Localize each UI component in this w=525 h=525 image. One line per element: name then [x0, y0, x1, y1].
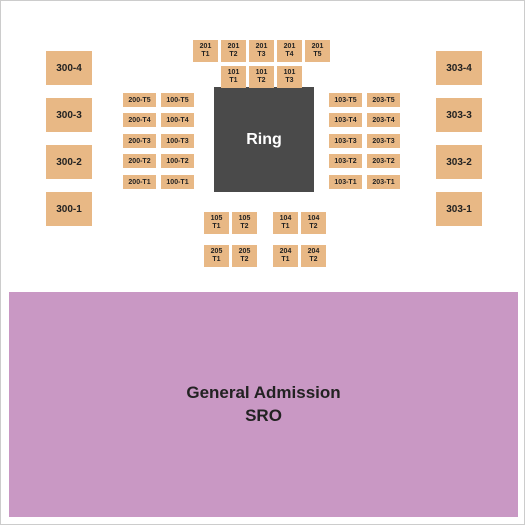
- section-203-T2[interactable]: 203-T2: [367, 154, 400, 168]
- section-101-T1[interactable]: 101T1: [221, 66, 246, 88]
- ga-line1: General Admission: [186, 382, 340, 404]
- ring-section[interactable]: Ring: [214, 87, 314, 192]
- section-104-T2[interactable]: 104T2: [301, 212, 326, 234]
- section-303-1[interactable]: 303-1: [436, 192, 482, 226]
- section-303-3[interactable]: 303-3: [436, 98, 482, 132]
- section-200-T4[interactable]: 200-T4: [123, 113, 156, 127]
- section-203-T4[interactable]: 203-T4: [367, 113, 400, 127]
- section-100-T1[interactable]: 100-T1: [161, 175, 194, 189]
- section-100-T3[interactable]: 100-T3: [161, 134, 194, 148]
- ga-line2: SRO: [245, 405, 282, 427]
- section-204-T1[interactable]: 204T1: [273, 245, 298, 267]
- section-303-2[interactable]: 303-2: [436, 145, 482, 179]
- section-205-T2[interactable]: 205T2: [232, 245, 257, 267]
- section-103-T2[interactable]: 103-T2: [329, 154, 362, 168]
- section-300-4[interactable]: 300-4: [46, 51, 92, 85]
- section-105-T2[interactable]: 105T2: [232, 212, 257, 234]
- section-201-T1[interactable]: 201T1: [193, 40, 218, 62]
- section-200-T2[interactable]: 200-T2: [123, 154, 156, 168]
- section-303-4[interactable]: 303-4: [436, 51, 482, 85]
- section-100-T2[interactable]: 100-T2: [161, 154, 194, 168]
- section-200-T1[interactable]: 200-T1: [123, 175, 156, 189]
- general-admission-section[interactable]: General Admission SRO: [9, 292, 518, 517]
- section-300-1[interactable]: 300-1: [46, 192, 92, 226]
- section-103-T1[interactable]: 103-T1: [329, 175, 362, 189]
- section-201-T4[interactable]: 201T4: [277, 40, 302, 62]
- section-104-T1[interactable]: 104T1: [273, 212, 298, 234]
- seating-chart: Ring General Admission SRO 300-4 300-3 300…: [0, 0, 525, 525]
- section-300-3[interactable]: 300-3: [46, 98, 92, 132]
- section-203-T5[interactable]: 203-T5: [367, 93, 400, 107]
- section-101-T3[interactable]: 101T3: [277, 66, 302, 88]
- section-203-T1[interactable]: 203-T1: [367, 175, 400, 189]
- section-200-T3[interactable]: 200-T3: [123, 134, 156, 148]
- section-300-2[interactable]: 300-2: [46, 145, 92, 179]
- section-204-T2[interactable]: 204T2: [301, 245, 326, 267]
- section-205-T1[interactable]: 205T1: [204, 245, 229, 267]
- section-103-T5[interactable]: 103-T5: [329, 93, 362, 107]
- section-103-T4[interactable]: 103-T4: [329, 113, 362, 127]
- section-203-T3[interactable]: 203-T3: [367, 134, 400, 148]
- section-103-T3[interactable]: 103-T3: [329, 134, 362, 148]
- section-201-T2[interactable]: 201T2: [221, 40, 246, 62]
- section-201-T5[interactable]: 201T5: [305, 40, 330, 62]
- section-101-T2[interactable]: 101T2: [249, 66, 274, 88]
- section-201-T3[interactable]: 201T3: [249, 40, 274, 62]
- section-105-T1[interactable]: 105T1: [204, 212, 229, 234]
- section-200-T5[interactable]: 200-T5: [123, 93, 156, 107]
- section-100-T5[interactable]: 100-T5: [161, 93, 194, 107]
- section-100-T4[interactable]: 100-T4: [161, 113, 194, 127]
